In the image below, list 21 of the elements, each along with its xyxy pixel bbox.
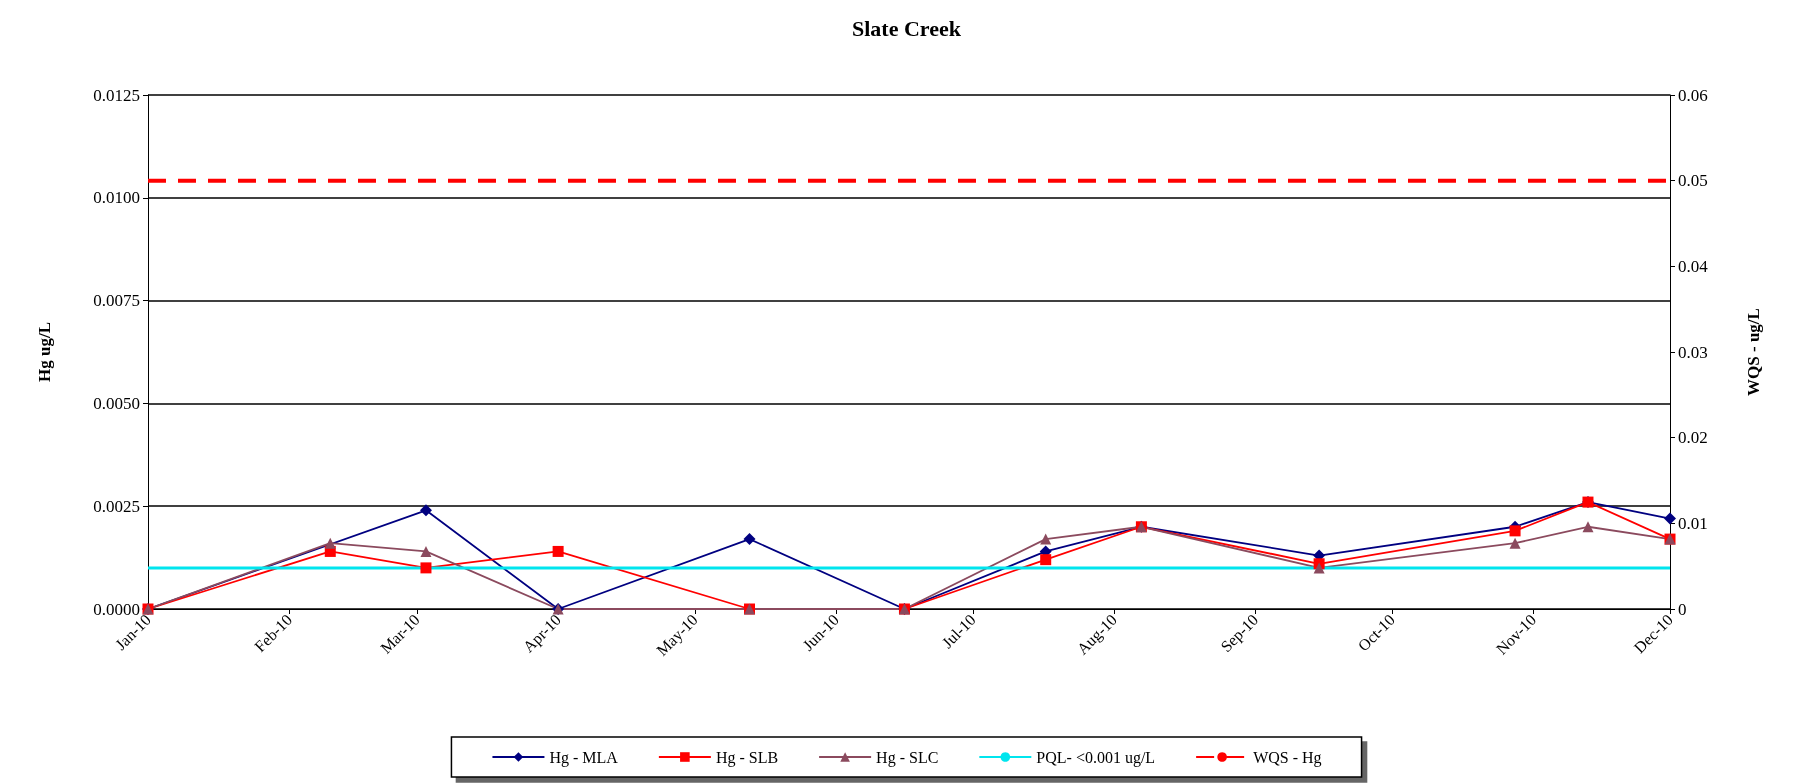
legend-label: Hg - SLC [876,748,939,767]
legend-label: Hg - SLB [715,748,779,767]
y2-tick-label: 0.01 [1678,513,1708,533]
y-tick-label: 0.0075 [93,291,140,311]
y-tick-label: 0.0125 [93,85,140,105]
y2-tick-label: 0.04 [1678,256,1709,276]
y-tick-label: 0.0100 [93,188,140,208]
y2-tick-label: 0.02 [1678,428,1708,448]
y-tick-label: 0.0025 [93,496,140,516]
legend-label: WQS - Hg [1253,748,1322,767]
y-tick-label: 0.0000 [93,599,140,619]
y-tick-label: 0.0050 [93,393,140,413]
y2-tick-label: 0.03 [1678,342,1708,362]
y2-tick-label: 0.05 [1678,171,1708,191]
legend-label: Hg - MLA [549,748,619,767]
y-axis-title: Hg ug/L [35,322,54,382]
chart-title: Slate Creek [852,15,962,41]
y2-tick-label: 0.06 [1678,85,1708,105]
legend-label: PQL- <0.001 ug/L [1036,748,1156,767]
y2-axis-title: WQS - ug/L [1744,308,1763,396]
y2-tick-label: 0 [1678,599,1687,619]
